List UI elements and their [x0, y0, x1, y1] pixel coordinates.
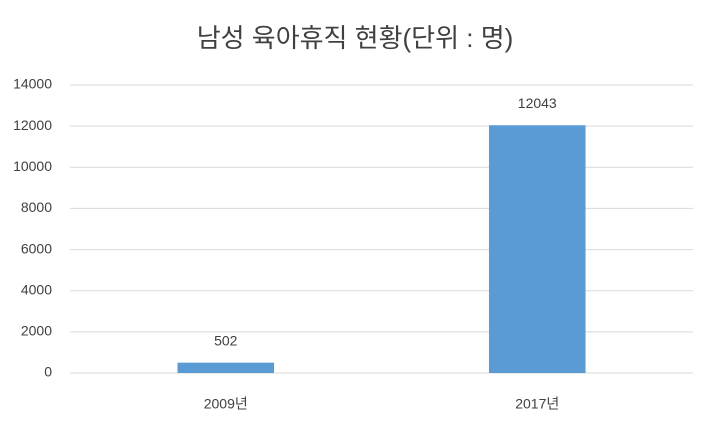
y-tick-label: 12000: [13, 117, 52, 133]
x-tick-label: 2017년: [515, 396, 559, 412]
data-label: 502: [214, 332, 238, 348]
data-label: 12043: [518, 95, 557, 111]
chart-title: 남성 육아휴직 현황(단위 : 명): [197, 23, 514, 53]
y-tick-label: 8000: [21, 199, 52, 215]
y-tick-label: 14000: [13, 76, 52, 92]
bar: [177, 362, 275, 373]
y-tick-label: 0: [44, 364, 52, 380]
bar: [488, 125, 586, 373]
y-tick-label: 10000: [13, 158, 52, 174]
y-tick-label: 6000: [21, 240, 52, 256]
y-tick-label: 4000: [21, 281, 52, 297]
x-tick-label: 2009년: [204, 396, 248, 412]
y-tick-label: 2000: [21, 323, 52, 339]
